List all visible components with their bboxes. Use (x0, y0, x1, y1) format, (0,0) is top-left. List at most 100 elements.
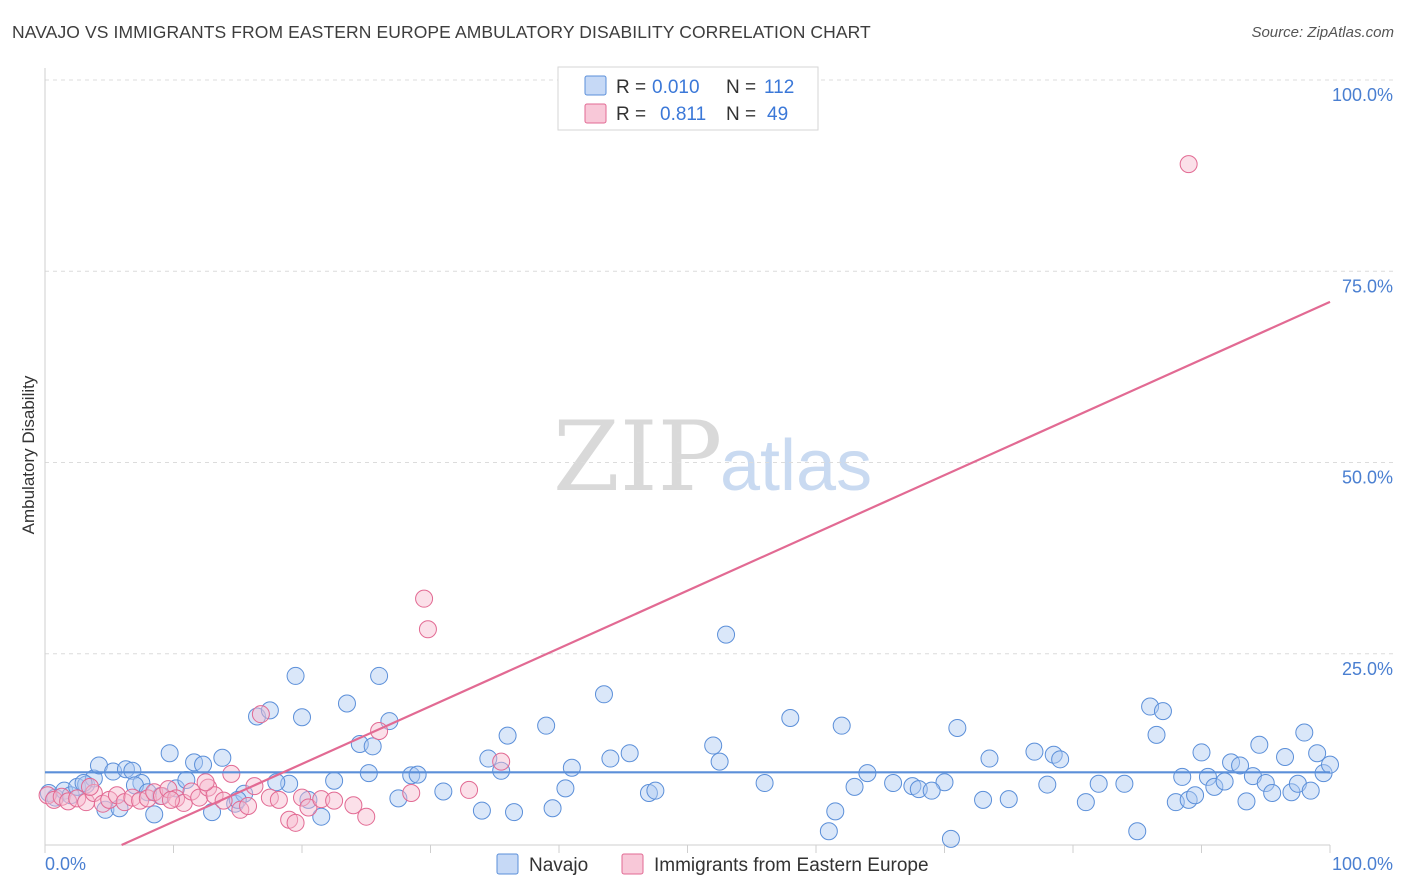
point-navajo-93 (1250, 735, 1269, 754)
point-navajo-63 (884, 774, 903, 793)
point-navajo-31 (312, 807, 331, 826)
grid-lines (45, 79, 1393, 655)
source-label: Source: ZipAtlas.com (1251, 24, 1394, 41)
point-navajo-70 (1025, 742, 1044, 761)
point-eastern-europe-15 (152, 787, 171, 806)
bottom-legend-swatch-navajo (496, 853, 519, 875)
y-tick-label-1: 50.0% (1342, 468, 1393, 488)
point-eastern-europe-2 (52, 787, 71, 806)
point-navajo-49 (562, 758, 581, 777)
point-navajo-69 (999, 790, 1018, 809)
point-eastern-europe-37 (344, 796, 363, 815)
point-navajo-41 (434, 782, 453, 801)
point-navajo-46 (505, 803, 524, 822)
point-eastern-europe-40 (402, 783, 421, 802)
y-tick-label-3: 100.0% (1332, 85, 1393, 105)
point-navajo-40 (402, 766, 421, 785)
point-navajo-99 (1295, 723, 1314, 742)
point-navajo-101 (1308, 744, 1327, 763)
point-navajo-28 (286, 666, 305, 685)
point-eastern-europe-47 (161, 790, 180, 809)
point-navajo-48 (556, 779, 575, 798)
point-eastern-europe-16 (159, 780, 178, 799)
x-tick-label-0: 0.0% (45, 854, 86, 874)
point-navajo-83 (1179, 790, 1198, 809)
point-eastern-europe-0 (38, 786, 57, 805)
point-navajo-68 (974, 790, 993, 809)
point-navajo-50 (594, 685, 613, 704)
point-navajo-54 (717, 625, 736, 644)
watermark-atlas: atlas (720, 426, 872, 506)
legend-n-value-eastern-europe: 49 (767, 104, 788, 125)
correlation-legend: R = 0.010 N = 112 R = 0.811 N = 49 (557, 66, 819, 131)
point-eastern-europe-43 (460, 780, 479, 799)
legend-r-label-eastern-europe: R = (616, 104, 646, 125)
trend-lines (45, 300, 1331, 847)
point-navajo-75 (1089, 774, 1108, 793)
point-navajo-36 (363, 737, 382, 756)
point-navajo-113 (601, 749, 620, 768)
point-navajo-59 (826, 802, 845, 821)
point-navajo-44 (492, 761, 511, 780)
point-navajo-91 (1237, 792, 1256, 811)
point-navajo-33 (337, 694, 356, 713)
chart-title: NAVAJO VS IMMIGRANTS FROM EASTERN EUROPE… (12, 22, 871, 42)
point-eastern-europe-38 (357, 807, 376, 826)
point-navajo-104 (922, 781, 941, 800)
point-navajo-32 (325, 771, 344, 790)
point-navajo-60 (832, 716, 851, 735)
point-eastern-europe-46 (196, 773, 215, 792)
bottom-legend-navajo: Navajo (529, 855, 588, 876)
point-navajo-82 (1173, 767, 1192, 786)
series-legend: Navajo Immigrants from Eastern Europe (496, 853, 929, 876)
point-navajo-20 (194, 755, 213, 774)
point-eastern-europe-34 (299, 798, 318, 817)
point-navajo-90 (1231, 756, 1250, 775)
legend-r-value-navajo: 0.010 (652, 77, 700, 98)
point-eastern-europe-4 (68, 789, 87, 808)
point-navajo-11 (116, 760, 135, 779)
point-eastern-europe-41 (415, 589, 434, 608)
point-navajo-71 (1038, 775, 1057, 794)
legend-r-label-navajo: R = (616, 77, 646, 98)
point-navajo-100 (1301, 781, 1320, 800)
point-navajo-95 (1263, 783, 1282, 802)
point-eastern-europe-33 (293, 788, 311, 807)
point-navajo-112 (941, 829, 960, 848)
point-navajo-80 (1153, 702, 1172, 721)
x-tick-label-1: 100.0% (1332, 854, 1393, 874)
point-navajo-72 (1044, 745, 1063, 764)
point-navajo-84 (1186, 786, 1205, 805)
data-points (38, 155, 1339, 848)
point-navajo-61 (845, 777, 864, 796)
point-navajo-107 (408, 765, 427, 784)
point-navajo-73 (1051, 750, 1070, 769)
point-navajo-12 (123, 761, 142, 780)
point-eastern-europe-24 (222, 764, 241, 783)
point-navajo-47 (537, 716, 556, 735)
trend-line-eastern-europe (121, 300, 1331, 847)
point-navajo-106 (543, 799, 562, 818)
point-eastern-europe-9 (107, 786, 126, 805)
legend-swatch-navajo (584, 75, 607, 96)
point-navajo-66 (935, 773, 954, 792)
axes (44, 68, 1331, 853)
point-navajo-85 (1192, 743, 1211, 762)
point-eastern-europe-28 (251, 705, 270, 724)
point-eastern-europe-20 (190, 788, 209, 807)
point-navajo-65 (909, 780, 928, 799)
point-navajo-42 (472, 801, 491, 820)
point-navajo-58 (819, 822, 838, 841)
legend-n-value-navajo: 112 (764, 77, 794, 98)
point-navajo-57 (781, 709, 800, 728)
point-navajo-53 (646, 781, 665, 800)
point-eastern-europe-26 (239, 796, 258, 815)
point-eastern-europe-45 (1179, 155, 1198, 174)
point-navajo-79 (1147, 725, 1166, 744)
y-tick-label-0: 25.0% (1342, 659, 1393, 679)
point-eastern-europe-44 (492, 752, 511, 771)
point-eastern-europe-48 (80, 777, 99, 796)
point-navajo-22 (213, 748, 232, 767)
point-navajo-29 (293, 708, 311, 727)
